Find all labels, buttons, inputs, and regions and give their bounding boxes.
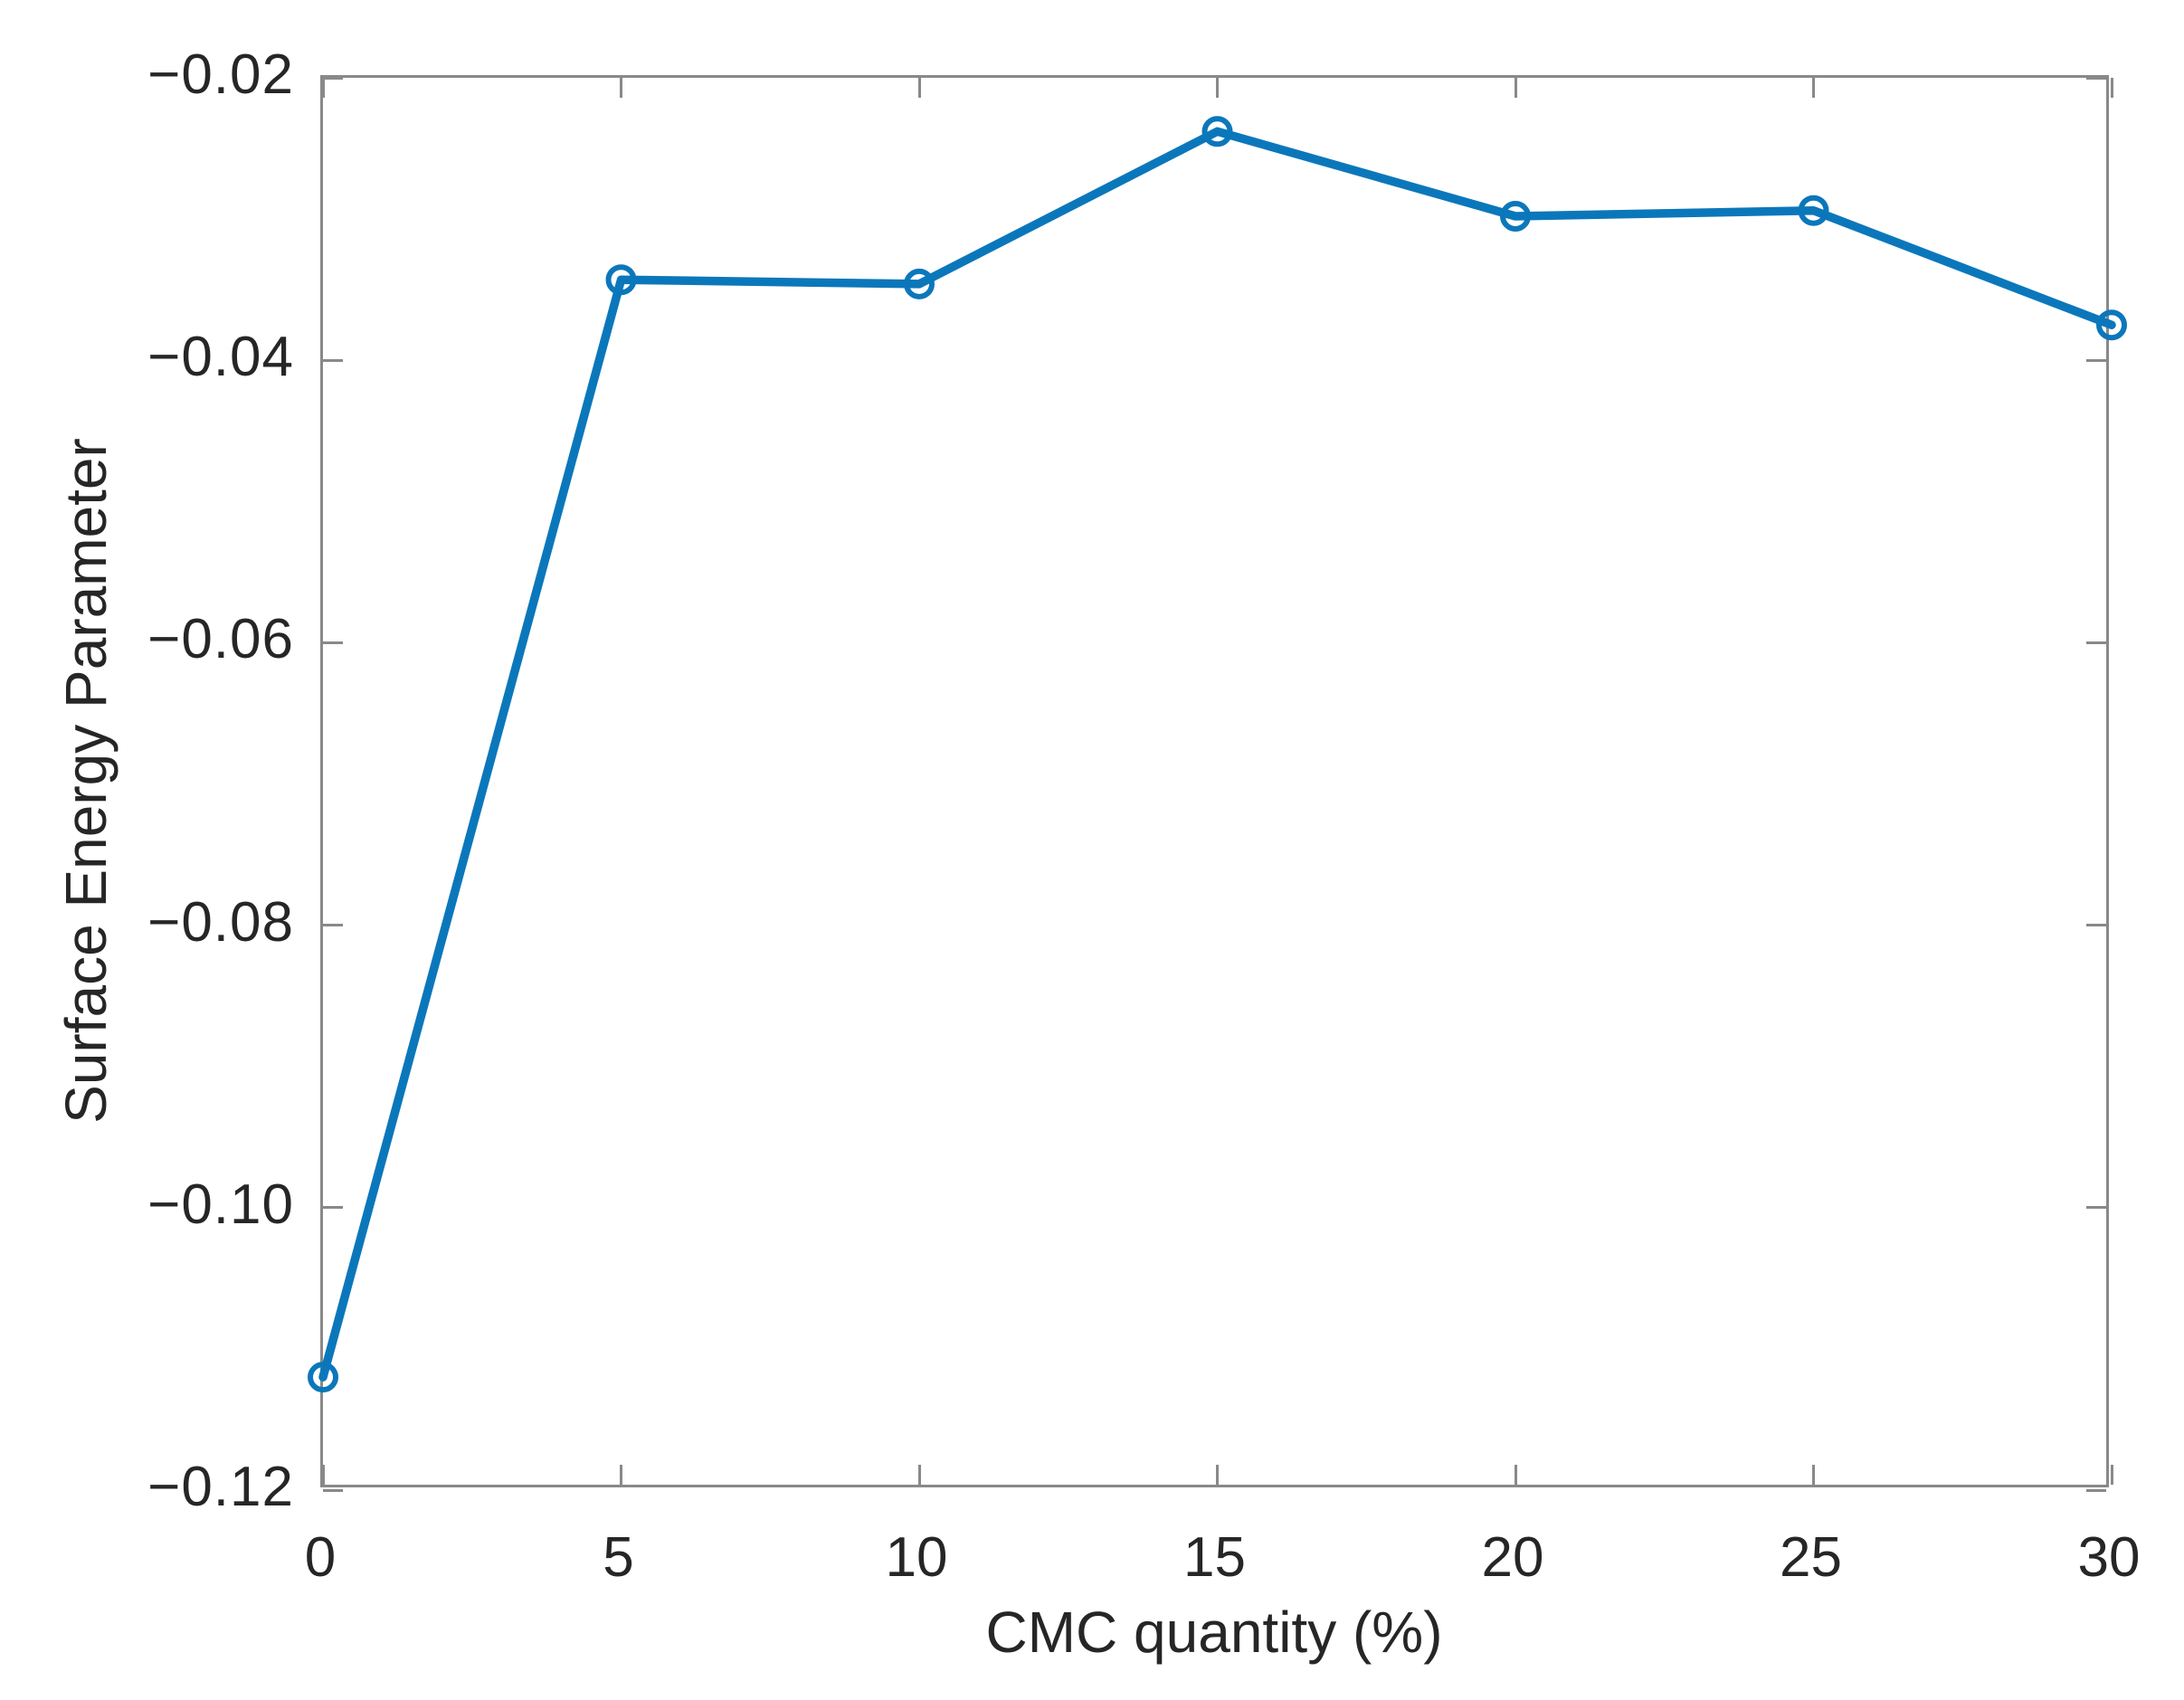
y-tick-label: −0.06 [147, 608, 294, 671]
x-tick-label: 20 [1481, 1526, 1544, 1589]
x-axis-tick-mark [917, 78, 921, 98]
x-axis-tick-mark [1812, 78, 1815, 98]
y-axis-tick-mark [2086, 1206, 2106, 1210]
y-axis-tick-mark [323, 1206, 343, 1210]
y-axis-tick-mark [323, 1488, 343, 1492]
y-axis-tick-mark [2086, 924, 2106, 927]
y-tick-label: −0.02 [147, 43, 294, 106]
x-axis-tick-mark [620, 1465, 622, 1485]
y-axis-tick-mark [2086, 76, 2106, 80]
x-axis-tick-mark [1812, 1465, 1815, 1485]
y-axis-tick-mark [323, 641, 343, 644]
x-axis-tick-mark [321, 78, 325, 98]
y-tick-label: −0.10 [147, 1173, 294, 1236]
x-tick-label: 10 [885, 1526, 948, 1589]
x-axis-tick-mark [1216, 78, 1219, 98]
x-tick-label: 5 [603, 1526, 634, 1589]
x-axis-tick-mark [620, 78, 622, 98]
y-axis-tick-mark [323, 76, 343, 80]
y-axis-tick-mark [323, 924, 343, 927]
data-point-marker [308, 1362, 338, 1393]
x-axis-tick-mark [1514, 78, 1517, 98]
y-axis-tick-mark [2086, 358, 2106, 362]
x-axis-title: CMC quantity (%) [985, 1600, 1443, 1665]
y-tick-label: −0.12 [147, 1456, 294, 1518]
x-axis-tick-mark [1514, 1465, 1517, 1485]
y-axis-tick-mark [323, 358, 343, 362]
y-axis-tick-mark [2086, 641, 2106, 644]
x-tick-label: 25 [1780, 1526, 1842, 1589]
x-axis-tick-mark [1216, 1465, 1219, 1485]
data-point-marker [605, 264, 637, 296]
y-axis-tick-mark [2086, 1488, 2106, 1492]
x-axis-tick-mark [2110, 1465, 2113, 1485]
x-axis-tick-mark [917, 1465, 921, 1485]
y-tick-label: −0.04 [147, 326, 294, 389]
x-axis-tick-mark [2110, 78, 2113, 98]
y-axis-title: Surface Energy Parameter [53, 438, 119, 1124]
x-axis-tick-mark [321, 1465, 325, 1485]
x-tick-label: 30 [2077, 1526, 2141, 1589]
data-point-marker [1201, 116, 1233, 147]
plot-area [308, 75, 2127, 1492]
data-point-marker [2096, 309, 2127, 341]
y-tick-label: −0.08 [147, 890, 294, 954]
x-tick-label: 0 [304, 1526, 337, 1589]
data-point-marker [1798, 195, 1829, 226]
x-tick-label: 15 [1183, 1526, 1246, 1589]
data-point-marker [904, 268, 935, 299]
data-series-svg [308, 116, 2127, 1393]
data-point-marker [1500, 201, 1531, 232]
series-line [318, 127, 2116, 1382]
